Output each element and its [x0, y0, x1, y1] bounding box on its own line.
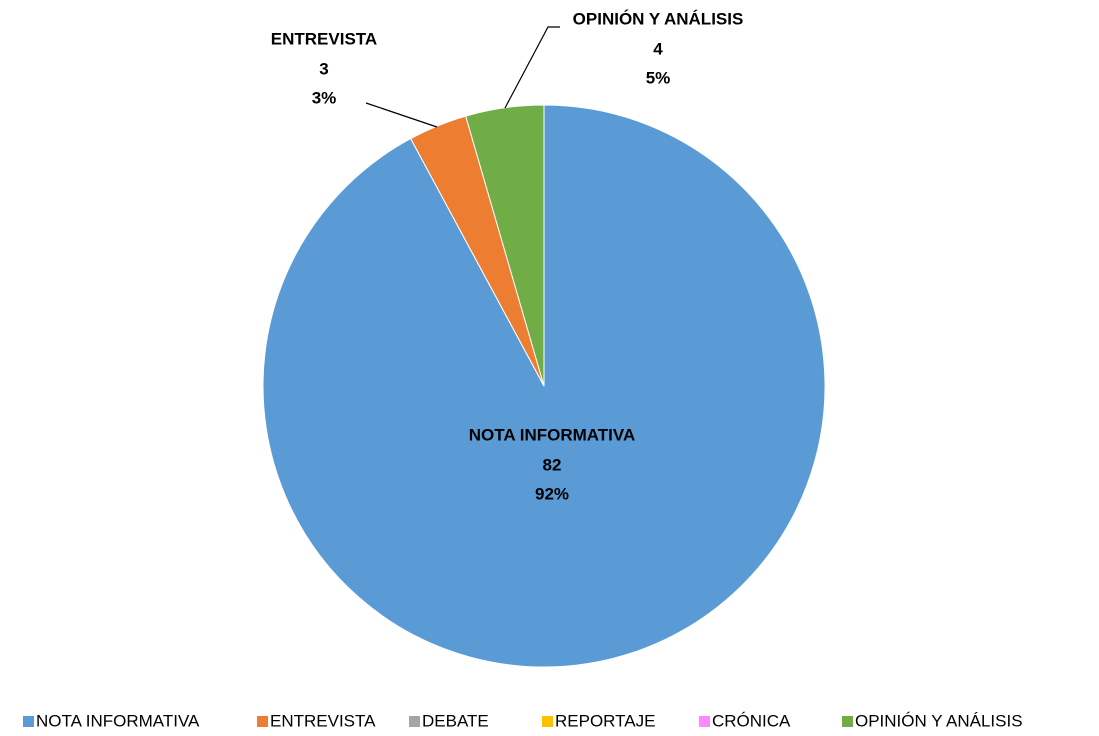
pie	[262, 104, 826, 668]
legend: NOTA INFORMATIVA ENTREVISTA DEBATE REPORTAJ…	[23, 711, 1023, 730]
legend-swatch	[409, 716, 420, 727]
data-label-name: OPINIÓN Y ANÁLISIS	[573, 9, 744, 28]
legend-swatch	[542, 716, 553, 727]
data-label-percent: 92%	[535, 484, 569, 503]
slice	[465, 104, 545, 387]
data-label-name: NOTA INFORMATIVA	[469, 425, 636, 444]
data-label-value: 4	[653, 39, 663, 58]
data-label-name: ENTREVISTA	[271, 29, 377, 48]
data-label-percent: 5%	[646, 68, 671, 87]
data-label-value: 3	[319, 59, 328, 78]
legend-label: DEBATE	[422, 711, 489, 730]
slice	[262, 104, 826, 668]
data-label-value: 82	[543, 455, 562, 474]
leader-line	[504, 26, 560, 109]
legend-swatch	[23, 716, 34, 727]
data-labels: NOTA INFORMATIVA 82 92% ENTREVISTA 3 3% OPINIÓ…	[271, 9, 744, 503]
data-label-percent: 3%	[312, 88, 337, 107]
legend-label: CRÓNICA	[712, 711, 791, 730]
legend-swatch	[842, 716, 853, 727]
legend-label: ENTREVISTA	[270, 711, 376, 730]
legend-swatch	[699, 716, 710, 727]
legend-label: NOTA INFORMATIVA	[36, 711, 200, 730]
legend-label: OPINIÓN Y ANÁLISIS	[855, 711, 1023, 730]
leader-line	[365, 102, 438, 128]
legend-label: REPORTAJE	[555, 711, 655, 730]
legend-swatch	[257, 716, 268, 727]
